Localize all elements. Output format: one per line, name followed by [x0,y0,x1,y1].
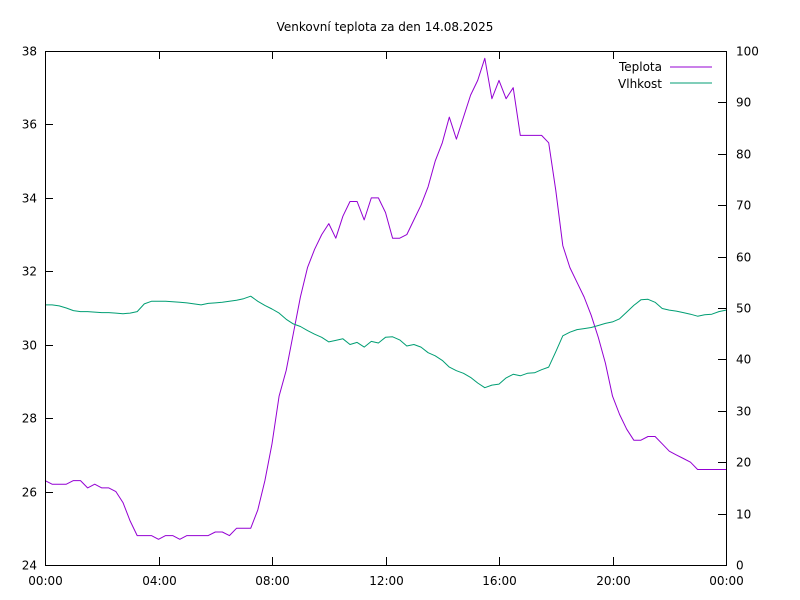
y2-tick-label: 60 [736,251,751,265]
series-line-teplota [44,57,726,540]
x-tick-label: 20:00 [596,574,631,588]
legend: Teplota Vlhkost [618,60,712,91]
series-line-vlhkost [45,295,727,389]
y-tick-label: 28 [22,412,37,426]
y-tick-label: 38 [22,45,37,59]
chart-title: Venkovní teplota za den 14.08.2025 [277,20,494,34]
plot-frame [45,51,727,566]
y2-tick-label: 50 [736,302,751,316]
y-tick-label: 30 [22,339,37,353]
series-layer [44,57,727,540]
y2-tick-label: 90 [736,96,751,110]
y-tick-label: 24 [22,559,37,573]
ticks-layer: 24 26 28 30 32 34 36 38 0 10 20 30 40 50 60 70 80 90 100 00… [22,45,759,589]
x-tick-label: 16:00 [482,574,517,588]
y2-tick-label: 100 [736,45,759,59]
x-tick-label: 04:00 [142,574,177,588]
legend-label-vlhkost: Vlhkost [618,77,662,91]
x-tick-label: 12:00 [369,574,404,588]
x-tick-label: 00:00 [709,574,744,588]
y2-tick-label: 40 [736,353,751,367]
y2-tick-label: 70 [736,199,751,213]
y2-tick-label: 10 [736,508,751,522]
y-tick-label: 26 [22,486,37,500]
y2-tick-label: 30 [736,405,751,419]
y-tick-label: 32 [22,265,37,279]
y2-tick-label: 20 [736,456,751,470]
y2-tick-label: 0 [736,559,744,573]
y2-tick-label: 80 [736,148,751,162]
y-tick-label: 36 [22,118,37,132]
x-tick-label: 00:00 [28,574,63,588]
x-tick-label: 08:00 [255,574,290,588]
legend-label-teplota: Teplota [618,60,662,74]
y-tick-label: 34 [22,192,37,206]
